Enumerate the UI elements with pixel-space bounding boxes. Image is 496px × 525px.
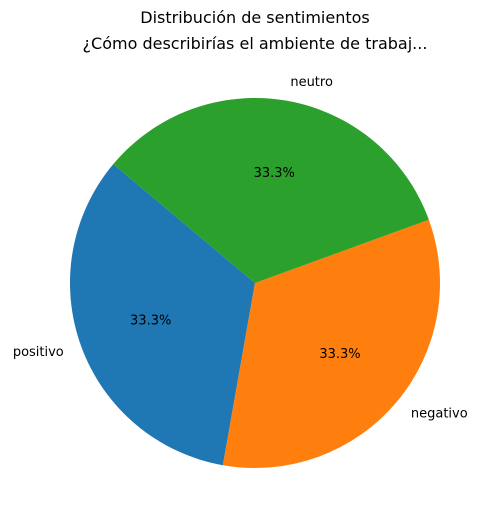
- slice-percent-neutro: 33.3%: [254, 166, 295, 181]
- pie-labels: positivo 33.3% negativo 33.3% neutro 33.3%: [13, 75, 468, 421]
- slice-label-neutro: neutro: [290, 75, 333, 90]
- pie-slice-negativo: [222, 219, 441, 468]
- slice-label-positivo: positivo: [13, 345, 64, 360]
- chart-title-line-2: ¿Cómo describirías el ambiente de trabaj…: [83, 34, 428, 53]
- pie-slice-positivo: [70, 164, 256, 466]
- chart-title-line-1: Distribución de sentimientos: [140, 8, 370, 27]
- pie-slice-neutro: [113, 98, 429, 283]
- slice-percent-positivo: 33.3%: [130, 313, 171, 328]
- slice-label-negativo: negativo: [411, 406, 468, 421]
- pie-slices: [70, 98, 441, 468]
- slice-percent-negativo: 33.3%: [319, 347, 360, 362]
